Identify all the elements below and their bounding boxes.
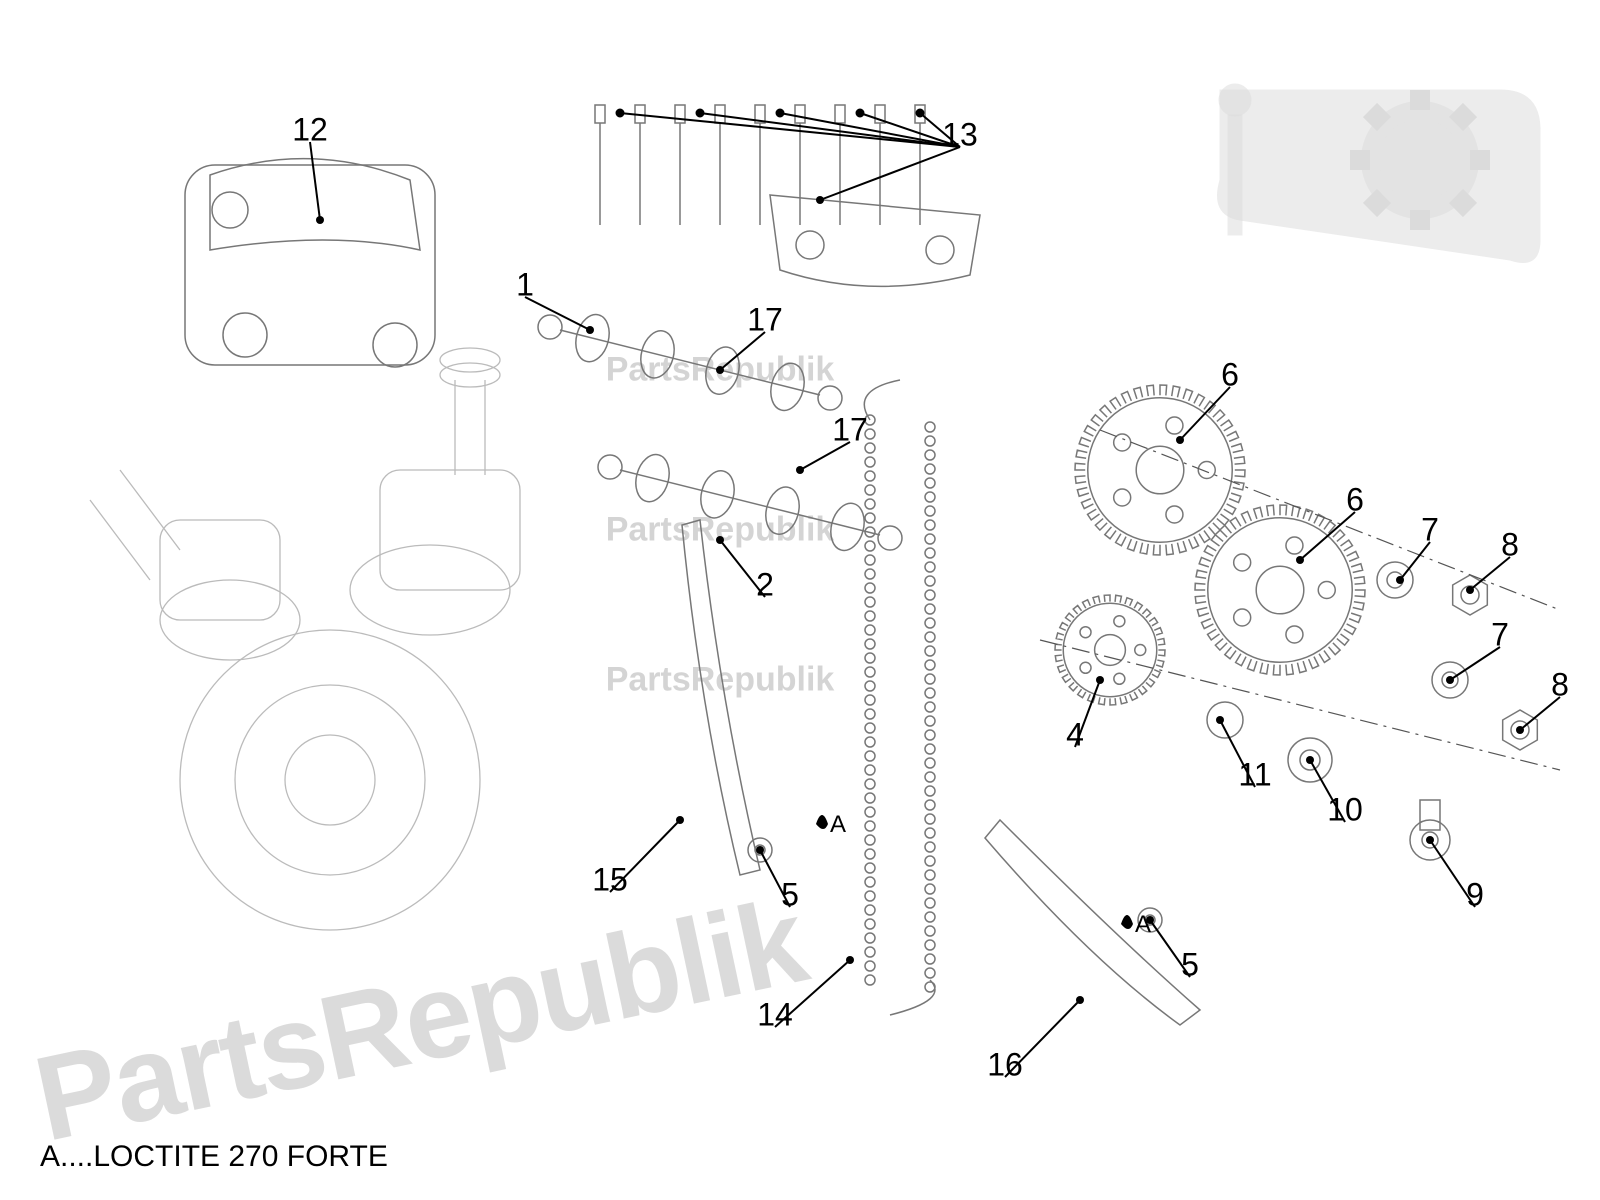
callout-6b: 6: [1346, 482, 1364, 519]
diagram-stage: PartsRepublik PartsRepublik PartsRepubli…: [0, 0, 1600, 1200]
callout-5a: 5: [781, 877, 799, 914]
parts-diagram-svg: AA: [0, 0, 1600, 1200]
callout-8a: 8: [1501, 527, 1519, 564]
footnote-loctite: A....LOCTITE 270 FORTE: [40, 1140, 388, 1174]
callout-11: 11: [1238, 757, 1271, 794]
callout-4: 4: [1066, 717, 1084, 754]
callout-16: 16: [987, 1047, 1023, 1084]
callout-7a: 7: [1421, 512, 1439, 549]
callout-15: 15: [592, 862, 628, 899]
callout-7b: 7: [1491, 617, 1509, 654]
callout-9: 9: [1466, 877, 1484, 914]
callout-6a: 6: [1221, 357, 1239, 394]
callout-1: 1: [516, 267, 534, 304]
callout-8b: 8: [1551, 667, 1569, 704]
callout-10: 10: [1327, 792, 1363, 829]
callout-13: 13: [942, 117, 978, 154]
callout-12: 12: [292, 112, 328, 149]
svg-text:A: A: [830, 811, 846, 838]
callout-5b: 5: [1181, 947, 1199, 984]
callout-17b: 17: [832, 412, 868, 449]
callout-2: 2: [756, 567, 774, 604]
callout-14: 14: [757, 997, 793, 1034]
svg-text:A: A: [1135, 911, 1151, 938]
callout-17a: 17: [747, 302, 783, 339]
